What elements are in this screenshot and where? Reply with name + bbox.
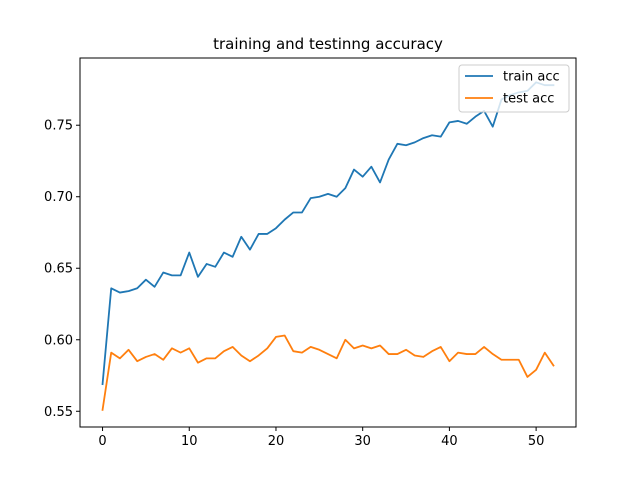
axes-frame — [79, 57, 577, 428]
y-tick-label: 0.70 — [44, 190, 73, 205]
plot-area: 0 10 20 30 40 50 0.55 0.60 0.65 0.70 0.75 — [44, 57, 577, 449]
x-tick-label: 30 — [354, 434, 371, 449]
y-tick-label: 0.65 — [44, 262, 73, 277]
x-tick-label: 20 — [268, 434, 285, 449]
y-tick-label: 0.60 — [44, 333, 73, 348]
y-tick-label: 0.55 — [44, 405, 73, 420]
x-tick-label: 0 — [98, 434, 106, 449]
legend-label: train acc — [503, 70, 560, 85]
legend-label: test acc — [503, 92, 554, 107]
y-tick-label: 0.75 — [44, 119, 73, 134]
series-line-test-acc — [101, 334, 555, 411]
x-tick-label: 50 — [528, 434, 545, 449]
chart-title: training and testinng accuracy — [213, 35, 443, 53]
legend: train acc test acc — [458, 64, 570, 113]
series-line-train-acc — [101, 81, 555, 386]
x-tick-label: 40 — [441, 434, 458, 449]
x-tick-label: 10 — [181, 434, 198, 449]
